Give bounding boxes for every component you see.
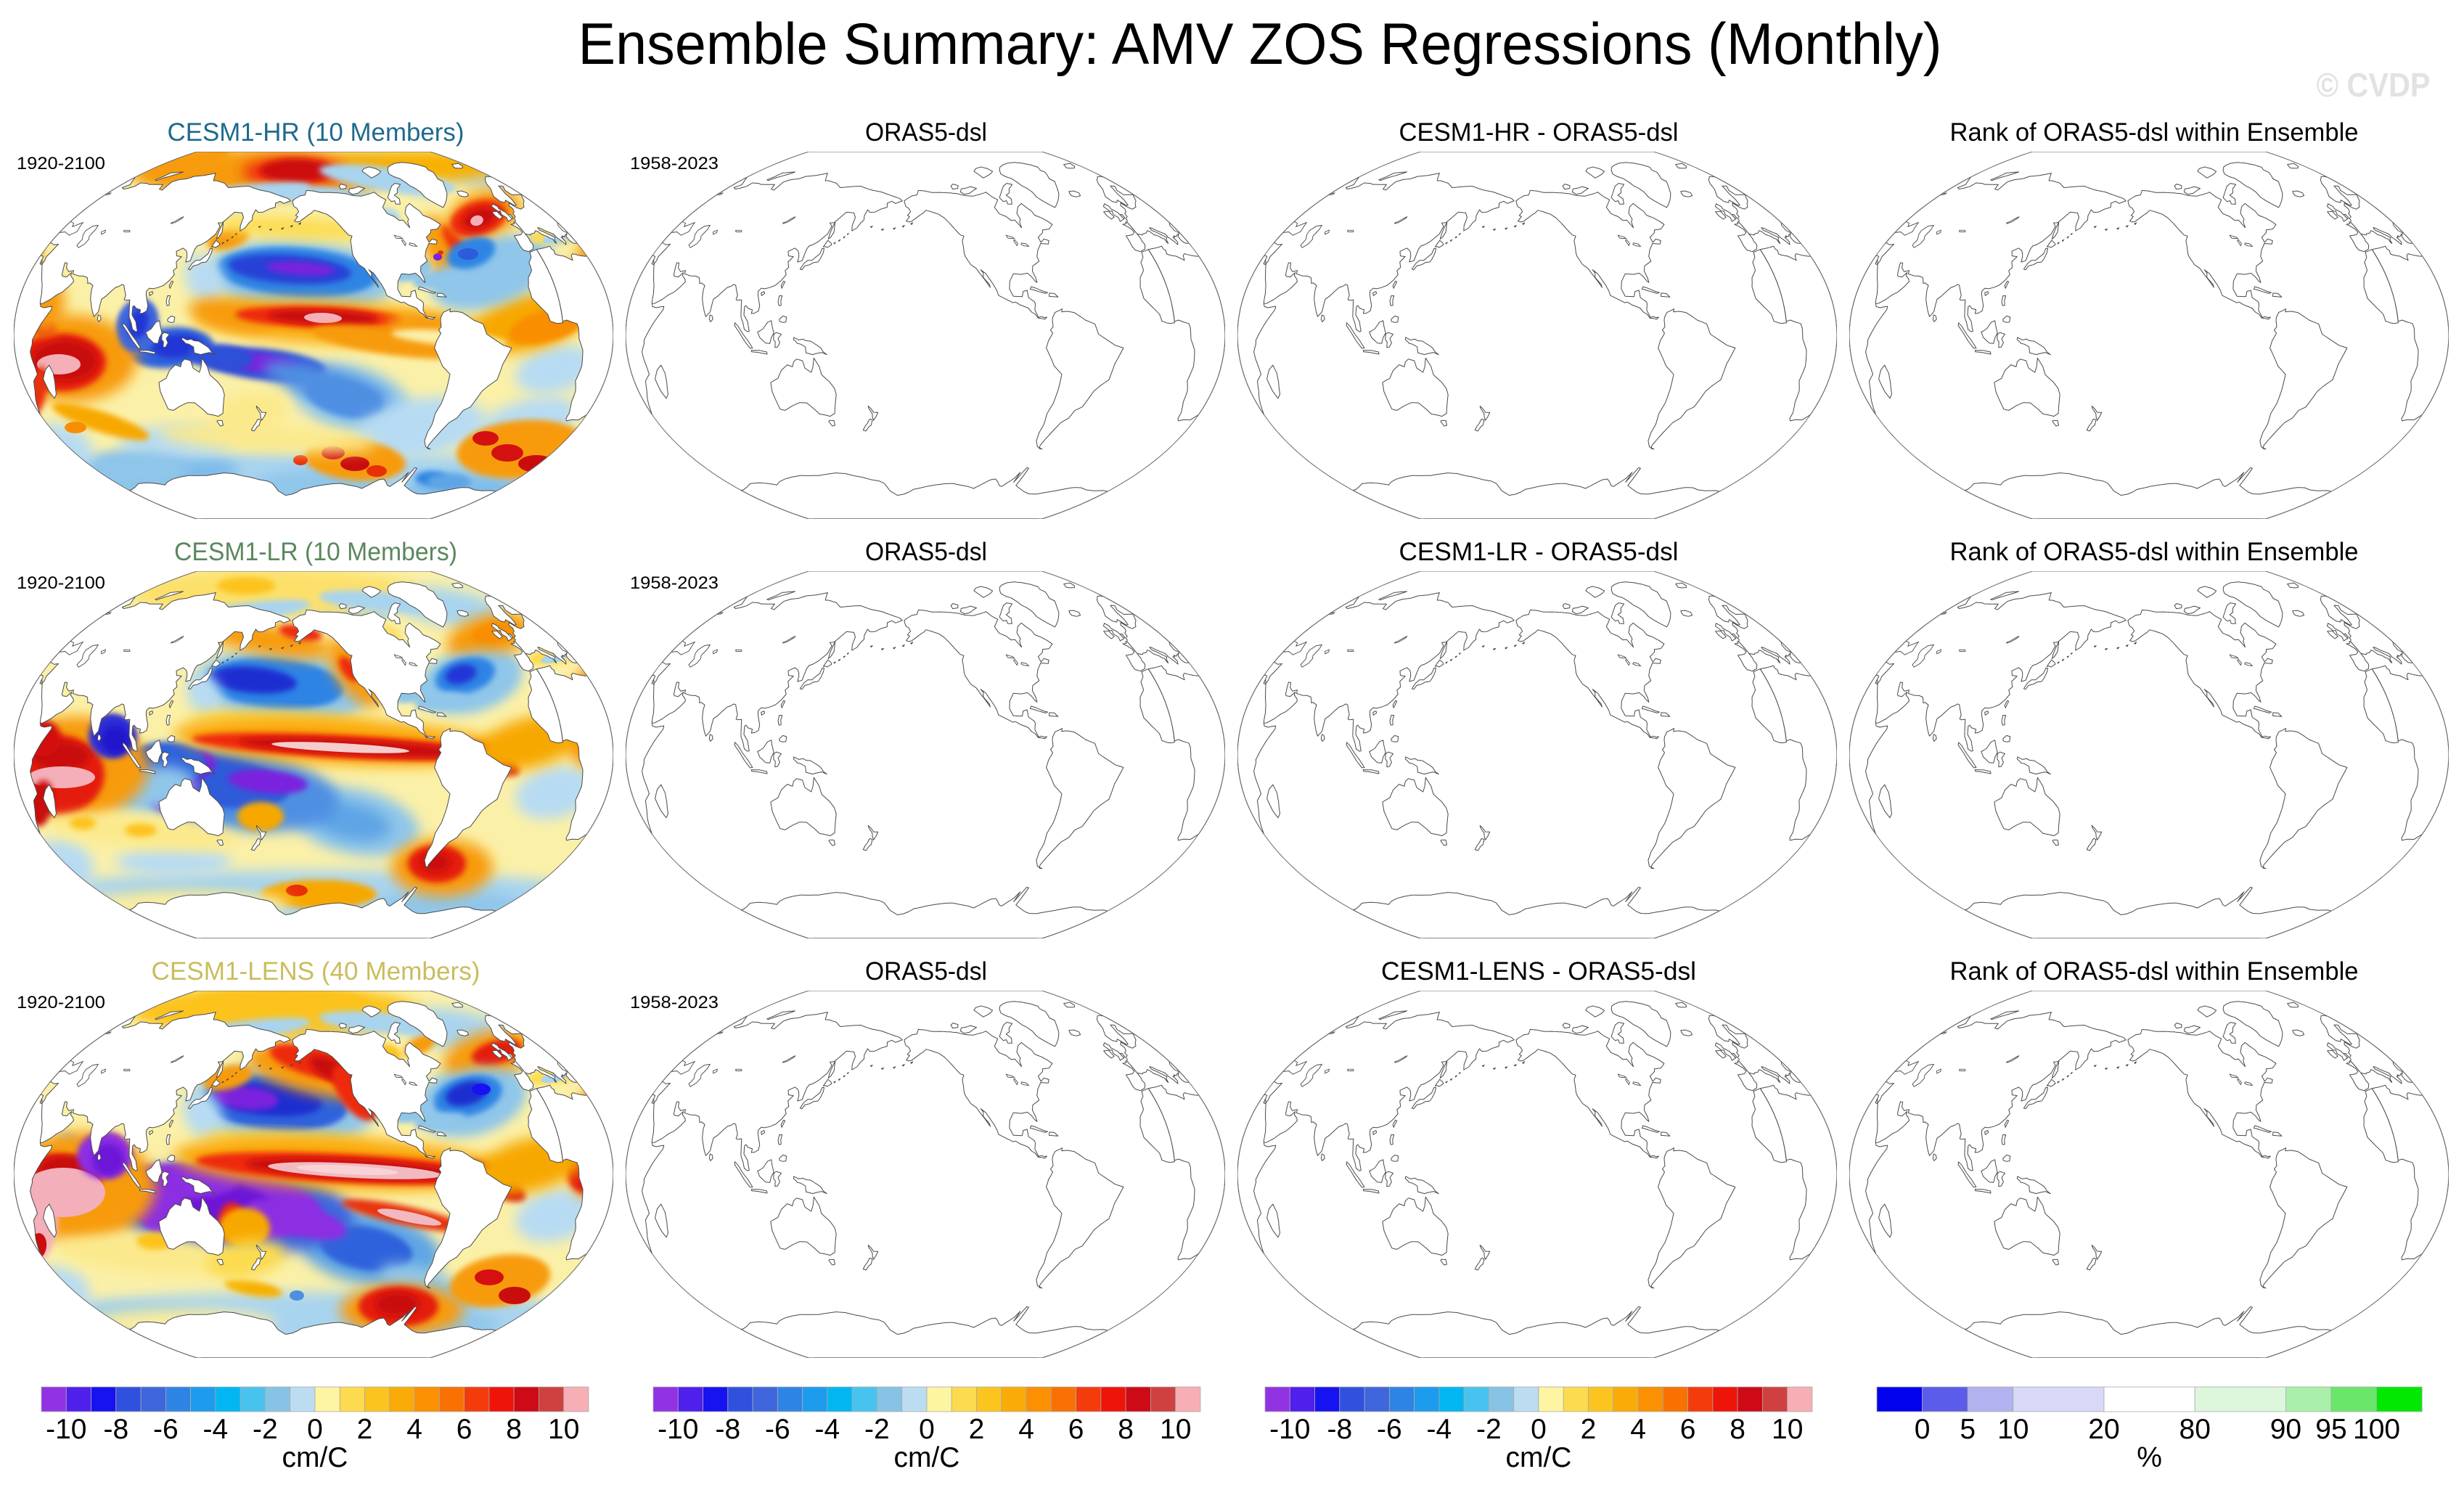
svg-text:0: 0	[919, 1414, 935, 1445]
svg-text:-8: -8	[103, 1414, 128, 1445]
svg-text:2: 2	[357, 1414, 373, 1445]
svg-text:1920-2100: 1920-2100	[17, 993, 105, 1012]
svg-text:8: 8	[506, 1414, 522, 1445]
svg-text:2: 2	[969, 1414, 985, 1445]
svg-text:6: 6	[457, 1414, 472, 1445]
svg-text:8: 8	[1118, 1414, 1134, 1445]
svg-text:© CVDP: © CVDP	[2317, 66, 2431, 104]
svg-text:10: 10	[1772, 1414, 1803, 1445]
svg-text:80: 80	[2179, 1414, 2211, 1445]
svg-text:8: 8	[1730, 1414, 1745, 1445]
svg-text:1920-2100: 1920-2100	[17, 154, 105, 173]
svg-text:6: 6	[1068, 1414, 1084, 1445]
svg-text:4: 4	[1630, 1414, 1646, 1445]
svg-text:ORAS5-dsl: ORAS5-dsl	[865, 118, 987, 147]
svg-text:CESM1-LENS - ORAS5-dsl: CESM1-LENS - ORAS5-dsl	[1381, 957, 1696, 986]
svg-text:CESM1-HR (10 Members): CESM1-HR (10 Members)	[168, 118, 464, 147]
svg-text:1958-2023: 1958-2023	[630, 154, 719, 173]
svg-text:6: 6	[1680, 1414, 1696, 1445]
svg-text:ORAS5-dsl: ORAS5-dsl	[865, 538, 987, 566]
svg-text:-8: -8	[715, 1414, 740, 1445]
svg-text:100: 100	[2353, 1414, 2400, 1445]
svg-text:1920-2100: 1920-2100	[17, 573, 105, 593]
svg-text:0: 0	[1531, 1414, 1547, 1445]
svg-text:-2: -2	[864, 1414, 890, 1445]
svg-text:-6: -6	[1377, 1414, 1402, 1445]
svg-text:10: 10	[1997, 1414, 2029, 1445]
svg-text:1958-2023: 1958-2023	[630, 993, 719, 1012]
svg-text:-4: -4	[1427, 1414, 1452, 1445]
svg-text:cm/C: cm/C	[282, 1442, 348, 1473]
svg-text:Rank of ORAS5-dsl within Ensem: Rank of ORAS5-dsl within Ensemble	[1950, 957, 2359, 986]
svg-text:-6: -6	[765, 1414, 790, 1445]
svg-text:90: 90	[2270, 1414, 2301, 1445]
svg-text:-6: -6	[153, 1414, 179, 1445]
svg-text:-4: -4	[203, 1414, 229, 1445]
svg-text:0: 0	[307, 1414, 323, 1445]
svg-text:CESM1-LENS (40 Members): CESM1-LENS (40 Members)	[152, 957, 480, 986]
svg-text:95: 95	[2315, 1414, 2346, 1445]
svg-text:-2: -2	[253, 1414, 278, 1445]
svg-text:4: 4	[406, 1414, 422, 1445]
svg-text:1958-2023: 1958-2023	[630, 573, 719, 593]
svg-text:CESM1-LR - ORAS5-dsl: CESM1-LR - ORAS5-dsl	[1399, 538, 1679, 566]
svg-text:-8: -8	[1327, 1414, 1352, 1445]
svg-text:0: 0	[1915, 1414, 1931, 1445]
svg-text:cm/C: cm/C	[893, 1442, 959, 1473]
svg-text:Ensemble Summary: AMV ZOS Regr: Ensemble Summary: AMV ZOS Regressions (M…	[578, 12, 1942, 77]
svg-text:20: 20	[2088, 1414, 2119, 1445]
svg-text:%: %	[2137, 1442, 2162, 1473]
svg-text:CESM1-LR (10 Members): CESM1-LR (10 Members)	[174, 538, 457, 566]
svg-text:Rank of ORAS5-dsl within Ensem: Rank of ORAS5-dsl within Ensemble	[1950, 538, 2359, 566]
svg-text:ORAS5-dsl: ORAS5-dsl	[865, 957, 987, 986]
svg-text:CESM1-HR - ORAS5-dsl: CESM1-HR - ORAS5-dsl	[1399, 118, 1679, 147]
svg-text:5: 5	[1960, 1414, 1976, 1445]
svg-text:-2: -2	[1476, 1414, 1502, 1445]
svg-text:-10: -10	[658, 1414, 698, 1445]
svg-text:-10: -10	[46, 1414, 86, 1445]
svg-text:4: 4	[1018, 1414, 1034, 1445]
svg-text:10: 10	[1160, 1414, 1191, 1445]
svg-text:-10: -10	[1269, 1414, 1310, 1445]
svg-text:Rank of ORAS5-dsl within Ensem: Rank of ORAS5-dsl within Ensemble	[1950, 118, 2359, 147]
svg-text:-4: -4	[815, 1414, 840, 1445]
svg-text:10: 10	[548, 1414, 579, 1445]
svg-text:2: 2	[1581, 1414, 1597, 1445]
svg-text:cm/C: cm/C	[1505, 1442, 1571, 1473]
